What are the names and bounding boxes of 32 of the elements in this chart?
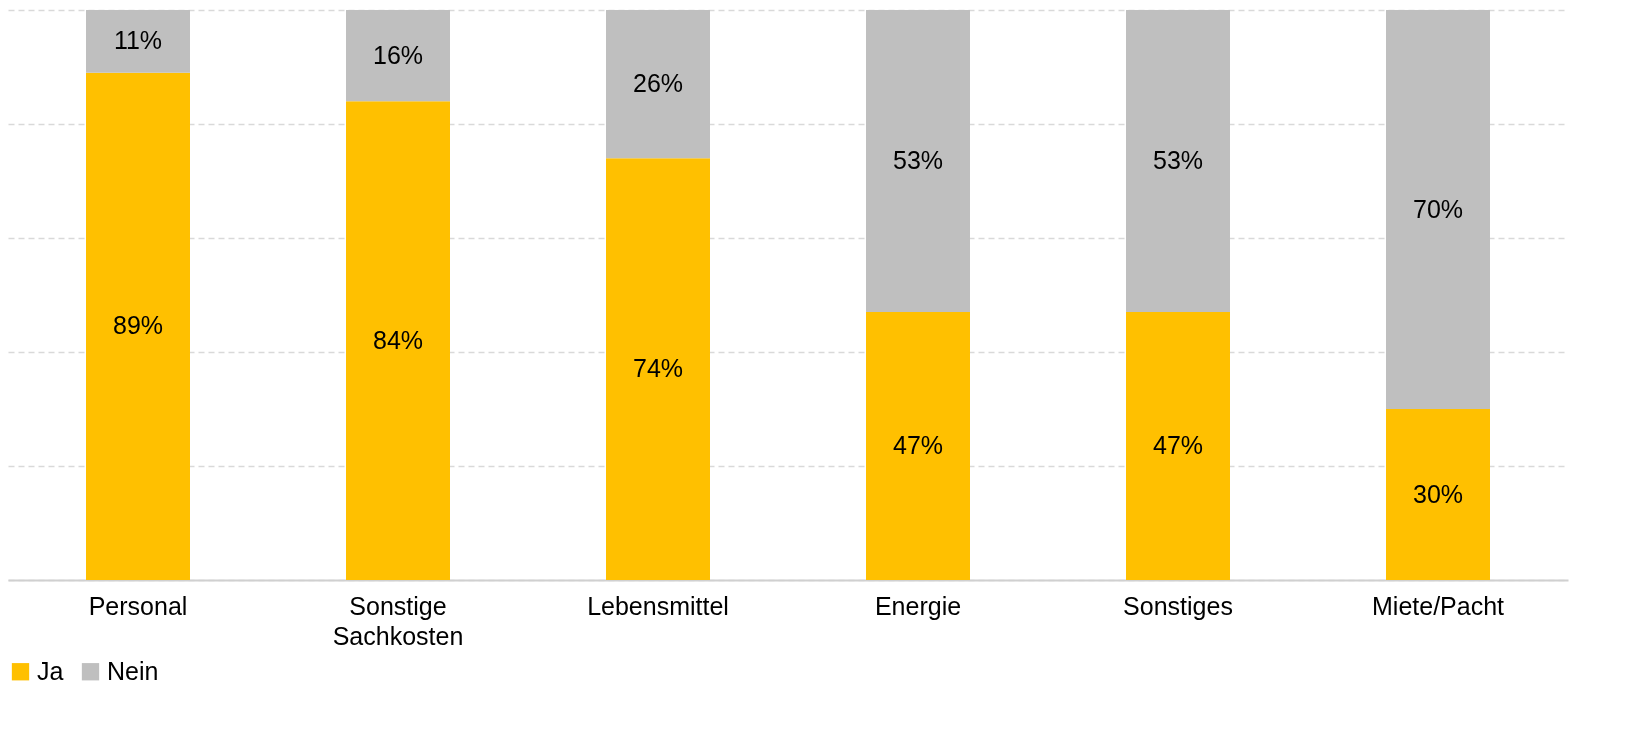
bar [346, 10, 450, 102]
bar [346, 101, 450, 580]
x-tick-label: Energie [874, 591, 962, 620]
legend-label: Nein [107, 656, 159, 685]
bar [866, 312, 970, 580]
bar [1126, 10, 1230, 313]
x-tick-label: Sonstiges [1123, 591, 1233, 620]
data-label: 47% [892, 431, 944, 460]
x-tick-label: Personal [88, 591, 188, 620]
data-label: 70% [1412, 194, 1464, 223]
bar [1386, 10, 1490, 409]
data-label: 89% [112, 311, 164, 340]
bar [606, 158, 710, 580]
legend-label: Ja [37, 656, 64, 685]
bar [86, 72, 190, 580]
data-label: 84% [372, 325, 424, 354]
data-label: 74% [632, 354, 684, 383]
data-label: 47% [1152, 431, 1204, 460]
data-label: 30% [1412, 479, 1464, 508]
data-label: 16% [372, 40, 424, 69]
data-label: 26% [632, 69, 684, 98]
bar [1126, 312, 1230, 580]
data-label: 53% [892, 146, 944, 175]
bar [86, 10, 190, 73]
bar [1386, 409, 1490, 580]
bar [606, 10, 710, 159]
bar [866, 10, 970, 313]
x-tick-label: Lebensmittel [587, 591, 729, 620]
x-tick-label: Miete/Pacht [1371, 591, 1505, 620]
data-label: 53% [1152, 146, 1204, 175]
data-label: 11% [113, 26, 163, 55]
x-tick-label: Sonstige Sachkosten [332, 591, 464, 650]
